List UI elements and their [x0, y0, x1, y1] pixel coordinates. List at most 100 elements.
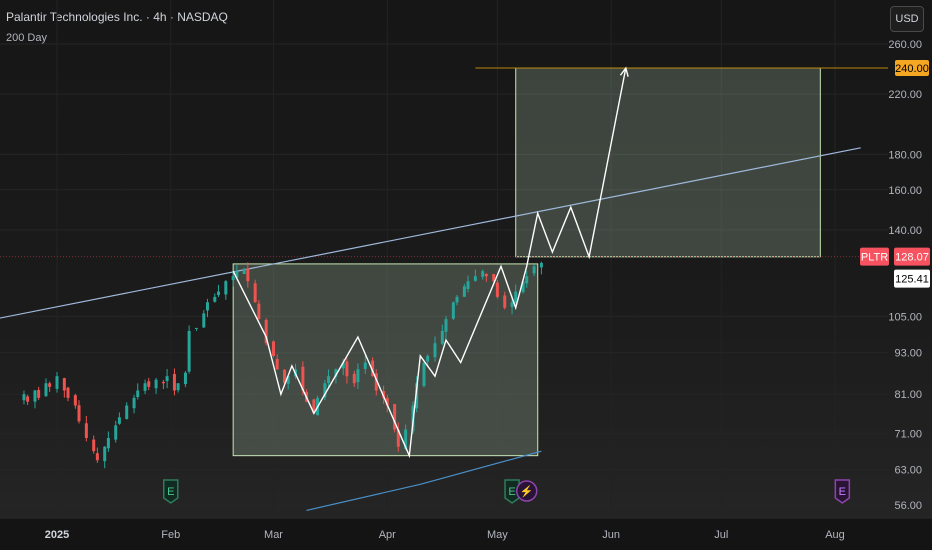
candle-body	[136, 390, 140, 398]
candle-body	[363, 362, 367, 370]
x-tick-label: Aug	[825, 529, 845, 541]
candle-body	[521, 281, 525, 293]
y-tick-label: 81.00	[894, 389, 922, 401]
candle-body	[73, 395, 77, 406]
candle-body	[66, 387, 70, 398]
candle-body	[213, 296, 217, 302]
x-axis-band	[0, 518, 932, 550]
y-tick-label: 220.00	[888, 89, 922, 101]
prior-price-label: 125.41	[895, 274, 929, 286]
candle-body	[272, 341, 276, 356]
candle-body	[525, 276, 529, 284]
prior-price-tag	[894, 269, 930, 288]
candle-body	[253, 283, 257, 303]
candle-body	[393, 404, 397, 430]
candle-body	[356, 369, 360, 383]
last-price-tag	[894, 247, 930, 266]
candle-body	[84, 423, 88, 438]
y-tick-label: 160.00	[888, 185, 922, 197]
candle-body	[172, 374, 176, 391]
currency-button[interactable]: USD	[890, 6, 924, 32]
candle-body	[132, 397, 136, 409]
y-tick-label: 93.00	[894, 348, 922, 360]
y-tick-label: 260.00	[888, 39, 922, 51]
candle-body	[327, 376, 331, 384]
candle-body	[514, 291, 518, 303]
last-price-label: 128.07	[895, 252, 929, 264]
candle-body	[426, 355, 430, 362]
candle-body	[147, 381, 151, 387]
marker-label-3: ⚡	[520, 485, 534, 498]
candle-body	[334, 369, 338, 377]
symbol-label: PLTR	[861, 252, 888, 264]
candle-body	[323, 383, 327, 398]
candle-body	[481, 271, 485, 277]
candle-body	[187, 330, 191, 372]
candle-body	[62, 378, 66, 391]
candle-body	[532, 266, 536, 274]
candle-body	[224, 281, 228, 295]
x-tick-label: Mar	[264, 529, 283, 541]
earnings-marker-4	[834, 479, 851, 504]
candle-body	[165, 376, 169, 382]
candle-body	[95, 453, 99, 461]
dividend-marker-3	[515, 480, 538, 502]
marker-label-2: E	[508, 486, 515, 498]
y-tick-label: 71.00	[894, 429, 922, 441]
candle-body	[462, 286, 466, 297]
candle-body	[495, 282, 499, 297]
x-tick-label: Feb	[161, 529, 180, 541]
candle-body	[539, 262, 543, 268]
marker-label-4: E	[839, 486, 846, 498]
y-tick-label: 56.00	[894, 500, 922, 512]
candle-body	[216, 291, 220, 296]
candle-body	[440, 330, 444, 344]
candle-body	[404, 429, 408, 449]
candle-body	[283, 369, 287, 384]
candle-body	[143, 383, 147, 391]
candle-body	[451, 302, 455, 319]
candle-body	[26, 396, 30, 402]
candle-body	[444, 319, 448, 332]
y-tick-label: 180.00	[888, 149, 922, 161]
candle-body	[44, 383, 48, 397]
candle-body	[341, 362, 345, 369]
x-tick-label: May	[487, 529, 508, 541]
candle-body	[275, 358, 279, 370]
marker-label-1: E	[167, 486, 174, 498]
y-tick-label: 63.00	[894, 465, 922, 477]
candle-body	[176, 383, 180, 391]
candle-body	[503, 295, 507, 308]
candle-body	[455, 296, 459, 303]
pattern-box-1	[232, 263, 539, 457]
indicator-label: 200 Day	[6, 32, 47, 44]
candle-body	[473, 276, 477, 281]
projection-arrowhead	[619, 66, 629, 77]
candle-body	[117, 417, 121, 424]
x-tick-label: Jun	[602, 529, 620, 541]
candle-body	[345, 361, 349, 377]
projection-path	[232, 67, 627, 459]
symbol-tag	[860, 247, 889, 266]
candle-body	[103, 446, 107, 462]
candle-body	[194, 327, 198, 329]
candle-body	[125, 405, 129, 419]
candle-body	[466, 281, 470, 289]
candle-body	[183, 372, 187, 385]
candle-body	[205, 302, 209, 311]
candle-body	[33, 390, 37, 402]
candle-body	[202, 313, 206, 328]
target-price-tag	[895, 60, 929, 77]
candle-body	[484, 274, 488, 277]
candle-body	[374, 373, 378, 391]
candle-body	[371, 360, 375, 377]
candle-body	[55, 376, 59, 389]
candle-body	[231, 276, 235, 281]
trend-line	[0, 147, 861, 319]
x-tick-label: Apr	[379, 529, 396, 541]
candle-body	[161, 381, 165, 384]
candle-body	[92, 439, 96, 452]
candle-body	[510, 302, 514, 308]
